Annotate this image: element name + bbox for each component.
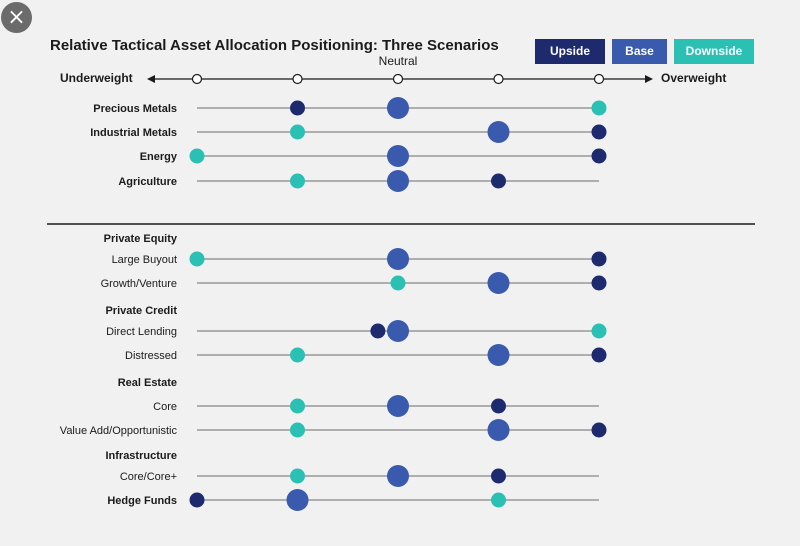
neutral-label: Neutral (379, 54, 418, 68)
row-label-6: Growth/Venture (101, 278, 177, 290)
dot-base-5 (387, 248, 409, 270)
dot-downside-14 (290, 468, 305, 484)
dot-downside-15 (491, 492, 506, 508)
scale-tick--2 (191, 73, 203, 85)
dot-upside-3 (491, 173, 506, 189)
legend-downside: Downside (674, 39, 754, 64)
row-label-13: Infrastructure (105, 450, 177, 462)
row-label-12: Value Add/Opportunistic (60, 425, 178, 437)
dot-downside-2 (189, 148, 205, 164)
dot-downside-9 (290, 347, 305, 363)
left-arrow-icon (147, 75, 155, 83)
chart-title: Relative Tactical Asset Allocation Posit… (50, 37, 499, 54)
row-label-2: Energy (140, 151, 178, 163)
dot-upside-1 (591, 124, 607, 140)
dot-base-3 (387, 170, 409, 192)
dot-downside-12 (290, 422, 305, 438)
dot-upside-2 (591, 148, 607, 164)
dot-downside-3 (290, 173, 305, 189)
dot-base-1 (487, 121, 510, 143)
dot-upside-14 (491, 468, 506, 484)
dot-downside-6 (390, 275, 406, 291)
dot-base-14 (387, 465, 409, 487)
row-label-4: Private Equity (104, 233, 178, 245)
scale-tick-0 (392, 73, 404, 85)
scale-tick-2 (593, 73, 605, 85)
row-label-1: Industrial Metals (90, 127, 177, 139)
row-label-9: Distressed (125, 350, 177, 362)
dot-upside-5 (591, 251, 607, 267)
row-label-15: Hedge Funds (107, 495, 177, 507)
dot-base-11 (387, 395, 409, 417)
row-label-10: Real Estate (118, 377, 177, 389)
dot-base-8 (387, 320, 409, 342)
legend-base: Base (612, 39, 667, 64)
dot-downside-5 (189, 251, 205, 267)
dot-upside-12 (591, 422, 607, 438)
dot-downside-1 (290, 124, 305, 140)
row-label-7: Private Credit (105, 305, 177, 317)
row-label-0: Precious Metals (93, 103, 177, 115)
right-arrow-icon (645, 75, 653, 83)
scale-tick-1 (493, 73, 504, 85)
dot-base-2 (387, 145, 409, 167)
dot-upside-8 (370, 323, 386, 339)
dot-base-9 (487, 344, 510, 366)
legend-upside: Upside (535, 39, 605, 64)
close-icon[interactable]: × (1, 2, 32, 33)
dot-downside-11 (290, 398, 305, 414)
dot-base-6 (487, 272, 510, 294)
overweight-label: Overweight (661, 71, 726, 85)
row-label-3: Agriculture (118, 176, 177, 188)
underweight-label: Underweight (60, 71, 133, 85)
dot-base-12 (487, 419, 510, 441)
row-label-11: Core (153, 401, 177, 413)
scale-tick--1 (292, 73, 303, 85)
dot-upside-6 (591, 275, 607, 291)
dot-upside-9 (591, 347, 607, 363)
dot-downside-0 (591, 100, 607, 116)
dot-upside-0 (290, 100, 305, 116)
row-label-14: Core/Core+ (120, 471, 177, 483)
dot-upside-11 (491, 398, 506, 414)
dot-downside-8 (591, 323, 607, 339)
dot-base-15 (286, 489, 309, 511)
row-label-5: Large Buyout (112, 254, 177, 266)
row-label-8: Direct Lending (106, 326, 177, 338)
dot-upside-15 (189, 492, 205, 508)
dot-base-0 (387, 97, 409, 119)
